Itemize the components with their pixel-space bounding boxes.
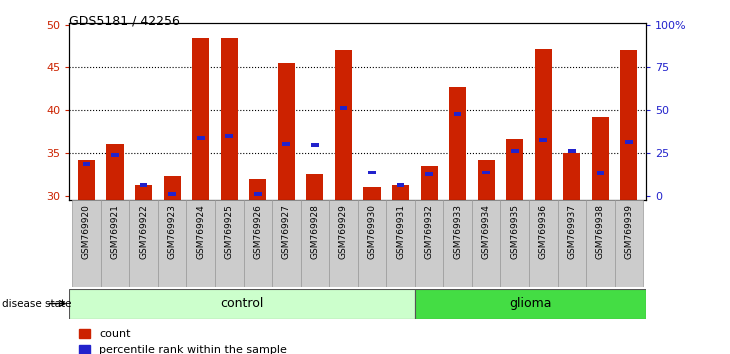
Bar bbox=[277, 63, 295, 200]
Bar bbox=[101, 200, 129, 287]
Bar bbox=[392, 185, 409, 200]
Bar bbox=[186, 200, 215, 287]
Text: glioma: glioma bbox=[510, 297, 552, 310]
Text: GSM769922: GSM769922 bbox=[139, 204, 148, 259]
Text: GSM769921: GSM769921 bbox=[110, 204, 120, 259]
Bar bbox=[329, 200, 358, 287]
Bar bbox=[568, 149, 576, 153]
Bar bbox=[368, 171, 376, 175]
Text: control: control bbox=[220, 297, 264, 310]
Bar bbox=[454, 112, 461, 116]
Text: GSM769932: GSM769932 bbox=[425, 204, 434, 259]
Text: GSM769934: GSM769934 bbox=[482, 204, 491, 259]
Bar bbox=[511, 149, 518, 153]
Bar bbox=[386, 200, 415, 287]
Bar bbox=[220, 38, 238, 200]
Bar bbox=[415, 289, 646, 319]
Bar bbox=[615, 200, 643, 287]
Text: GSM769939: GSM769939 bbox=[624, 204, 634, 259]
Text: GSM769930: GSM769930 bbox=[367, 204, 377, 259]
Text: GSM769938: GSM769938 bbox=[596, 204, 605, 259]
Bar bbox=[69, 289, 415, 319]
Bar bbox=[558, 200, 586, 287]
Text: GSM769929: GSM769929 bbox=[339, 204, 348, 259]
Bar bbox=[78, 160, 95, 200]
Text: GSM769928: GSM769928 bbox=[310, 204, 320, 259]
Bar bbox=[249, 179, 266, 200]
Bar bbox=[192, 38, 210, 200]
Bar bbox=[564, 153, 580, 200]
Text: GSM769926: GSM769926 bbox=[253, 204, 262, 259]
Bar bbox=[534, 48, 552, 200]
Bar bbox=[443, 200, 472, 287]
Bar bbox=[539, 138, 547, 142]
Bar bbox=[129, 200, 158, 287]
Text: GSM769925: GSM769925 bbox=[225, 204, 234, 259]
Bar bbox=[82, 162, 91, 166]
Bar bbox=[506, 139, 523, 200]
Bar bbox=[244, 200, 272, 287]
Bar bbox=[420, 166, 438, 200]
Bar bbox=[139, 183, 147, 187]
Bar bbox=[307, 175, 323, 200]
Bar bbox=[107, 144, 123, 200]
Bar bbox=[586, 200, 615, 287]
Bar bbox=[415, 200, 443, 287]
Bar bbox=[620, 50, 637, 200]
Bar bbox=[625, 140, 633, 144]
Bar bbox=[197, 136, 204, 140]
Bar bbox=[272, 200, 301, 287]
Bar bbox=[254, 192, 261, 196]
Text: GSM769935: GSM769935 bbox=[510, 204, 519, 259]
Bar bbox=[501, 200, 529, 287]
Bar bbox=[472, 200, 501, 287]
Bar bbox=[164, 176, 181, 200]
Bar bbox=[339, 107, 347, 110]
Legend: count, percentile rank within the sample: count, percentile rank within the sample bbox=[75, 324, 292, 354]
Text: GSM769927: GSM769927 bbox=[282, 204, 291, 259]
Text: GSM769936: GSM769936 bbox=[539, 204, 548, 259]
Bar bbox=[596, 171, 604, 175]
Bar bbox=[169, 192, 176, 196]
Text: GSM769920: GSM769920 bbox=[82, 204, 91, 259]
Bar bbox=[358, 200, 386, 287]
Text: GSM769923: GSM769923 bbox=[168, 204, 177, 259]
Bar bbox=[529, 200, 558, 287]
Bar bbox=[111, 153, 119, 157]
Bar bbox=[335, 50, 352, 200]
Bar bbox=[215, 200, 244, 287]
Bar bbox=[72, 200, 101, 287]
Bar bbox=[592, 117, 609, 200]
Bar bbox=[483, 171, 490, 175]
Bar bbox=[158, 200, 186, 287]
Text: GSM769937: GSM769937 bbox=[567, 204, 576, 259]
Bar bbox=[311, 143, 319, 147]
Bar bbox=[364, 187, 380, 200]
Bar bbox=[283, 142, 291, 146]
Bar bbox=[301, 200, 329, 287]
Bar bbox=[449, 87, 466, 200]
Bar bbox=[135, 185, 152, 200]
Bar bbox=[396, 183, 404, 187]
Bar bbox=[425, 172, 433, 176]
Text: disease state: disease state bbox=[2, 298, 72, 309]
Bar bbox=[226, 134, 233, 138]
Text: GSM769924: GSM769924 bbox=[196, 204, 205, 259]
Text: GSM769931: GSM769931 bbox=[396, 204, 405, 259]
Bar bbox=[477, 160, 495, 200]
Text: GDS5181 / 42256: GDS5181 / 42256 bbox=[69, 14, 180, 27]
Text: GSM769933: GSM769933 bbox=[453, 204, 462, 259]
